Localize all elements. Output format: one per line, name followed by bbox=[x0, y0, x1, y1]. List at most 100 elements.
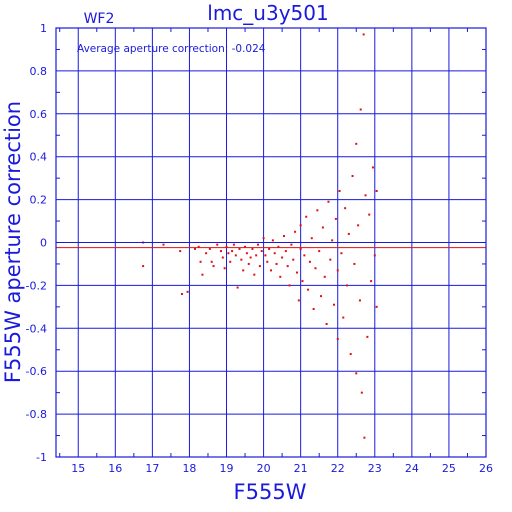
y-tick-label: 0.4 bbox=[30, 151, 48, 164]
data-point bbox=[312, 307, 315, 310]
data-point bbox=[307, 288, 310, 291]
data-point bbox=[299, 224, 302, 227]
data-point bbox=[223, 267, 226, 270]
data-point bbox=[262, 237, 265, 240]
data-point bbox=[290, 243, 293, 246]
data-point bbox=[281, 256, 284, 259]
data-point bbox=[238, 247, 241, 250]
data-point bbox=[221, 256, 224, 259]
data-point bbox=[219, 250, 222, 253]
data-point bbox=[355, 372, 358, 375]
y-tick-labels: -1 -0.8 -0.6 -0.4 -0.2 0 0.2 0.4 0.6 0.8 1 bbox=[26, 22, 47, 464]
data-point bbox=[310, 237, 313, 240]
data-point bbox=[257, 243, 260, 246]
data-point bbox=[340, 252, 343, 255]
data-point bbox=[364, 194, 367, 197]
data-point bbox=[353, 262, 356, 265]
data-point bbox=[351, 175, 354, 178]
data-point bbox=[288, 284, 291, 287]
data-point bbox=[344, 207, 347, 210]
data-point bbox=[349, 353, 352, 356]
data-point bbox=[347, 232, 350, 235]
x-tick-label: 17 bbox=[145, 462, 159, 475]
data-point bbox=[375, 305, 378, 308]
chart-title: lmc_u3y501 bbox=[207, 1, 328, 25]
data-point bbox=[314, 267, 317, 270]
data-point bbox=[297, 299, 300, 302]
data-point bbox=[362, 33, 365, 36]
data-point bbox=[308, 260, 311, 263]
reference-lines bbox=[56, 242, 486, 249]
data-point bbox=[320, 295, 323, 298]
data-points bbox=[142, 33, 378, 439]
y-tick-label: -0.4 bbox=[26, 322, 47, 335]
data-point bbox=[363, 436, 366, 439]
data-point bbox=[273, 252, 276, 255]
data-point bbox=[208, 247, 211, 250]
data-point bbox=[227, 252, 230, 255]
data-point bbox=[247, 262, 250, 265]
data-point bbox=[366, 335, 369, 338]
data-point bbox=[358, 299, 361, 302]
x-tick-label: 15 bbox=[71, 462, 85, 475]
chip-label: WF2 bbox=[84, 11, 115, 27]
y-tick-label: -0.6 bbox=[26, 365, 47, 378]
data-point bbox=[194, 247, 197, 250]
data-point bbox=[286, 265, 289, 268]
x-tick-label: 18 bbox=[182, 462, 196, 475]
y-tick-label: 0 bbox=[40, 237, 47, 250]
data-point bbox=[355, 142, 358, 145]
data-point bbox=[301, 280, 304, 283]
data-point bbox=[279, 275, 282, 278]
y-tick-label: -1 bbox=[36, 451, 47, 464]
data-point bbox=[334, 217, 337, 220]
data-point bbox=[345, 284, 348, 287]
data-point bbox=[231, 250, 234, 253]
data-point bbox=[325, 323, 328, 326]
data-point bbox=[210, 260, 213, 263]
data-point bbox=[225, 245, 228, 248]
x-tick-labels: 15 16 17 18 19 20 21 22 23 24 25 26 bbox=[71, 462, 493, 475]
data-point bbox=[264, 254, 267, 257]
data-point bbox=[323, 275, 326, 278]
data-point bbox=[201, 273, 204, 276]
data-point bbox=[357, 224, 360, 227]
data-point bbox=[142, 265, 145, 268]
data-point bbox=[181, 292, 184, 295]
y-tick-label: -0.8 bbox=[26, 408, 47, 421]
data-point bbox=[370, 280, 373, 283]
data-point bbox=[295, 271, 298, 274]
average-correction-note: Average aperture correction: -0.024 bbox=[77, 43, 266, 55]
data-point bbox=[277, 245, 280, 248]
data-point bbox=[229, 260, 232, 263]
x-tick-label: 26 bbox=[479, 462, 493, 475]
data-point bbox=[234, 254, 237, 257]
data-point bbox=[321, 226, 324, 229]
x-tick-label: 23 bbox=[368, 462, 382, 475]
x-tick-label: 25 bbox=[442, 462, 456, 475]
y-tick-label: -0.2 bbox=[26, 279, 47, 292]
data-point bbox=[275, 262, 278, 265]
data-point bbox=[359, 108, 362, 111]
data-point bbox=[318, 250, 321, 253]
data-point bbox=[284, 250, 287, 253]
data-point bbox=[336, 269, 339, 272]
data-point bbox=[251, 247, 254, 250]
data-point bbox=[212, 265, 215, 268]
data-point bbox=[342, 316, 345, 319]
data-point bbox=[270, 269, 272, 272]
plot-frame bbox=[55, 27, 487, 458]
data-point bbox=[371, 166, 374, 169]
data-point bbox=[292, 258, 295, 261]
data-point bbox=[373, 254, 376, 257]
data-point bbox=[249, 256, 252, 259]
data-point bbox=[232, 243, 235, 246]
data-point bbox=[240, 258, 243, 261]
data-point bbox=[216, 243, 219, 246]
x-tick-label: 24 bbox=[405, 462, 419, 475]
y-axis-label: F555W aperture correction bbox=[1, 101, 25, 383]
data-point bbox=[316, 209, 319, 212]
x-axis-label: F555W bbox=[234, 480, 307, 504]
data-point bbox=[199, 260, 202, 263]
data-point bbox=[368, 213, 371, 216]
